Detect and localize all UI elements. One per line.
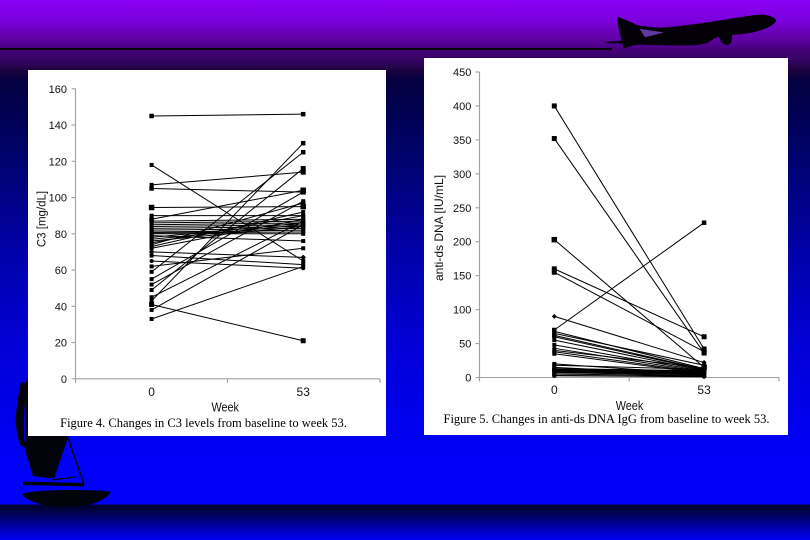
svg-text:400: 400 <box>453 101 471 113</box>
svg-text:140: 140 <box>49 120 67 132</box>
svg-text:160: 160 <box>49 83 67 95</box>
svg-text:150: 150 <box>453 271 471 283</box>
svg-text:100: 100 <box>453 305 471 317</box>
svg-text:anti-ds DNA [IU/mL]: anti-ds DNA [IU/mL] <box>432 175 446 281</box>
svg-text:Week: Week <box>211 399 239 414</box>
svg-text:450: 450 <box>453 67 471 79</box>
svg-text:40: 40 <box>55 301 67 313</box>
svg-text:Figure 4. Changes in C3 levels: Figure 4. Changes in C3 levels from base… <box>60 416 347 430</box>
svg-text:53: 53 <box>297 385 311 399</box>
svg-text:C3 [mg/dL]: C3 [mg/dL] <box>37 190 49 246</box>
svg-text:0: 0 <box>61 373 67 385</box>
svg-text:100: 100 <box>49 192 67 204</box>
svg-text:Week: Week <box>616 398 644 413</box>
svg-text:Figure 5. Changes in anti-ds D: Figure 5. Changes in anti-ds DNA IgG fro… <box>444 412 770 426</box>
svg-text:80: 80 <box>55 228 67 240</box>
svg-text:350: 350 <box>453 135 471 147</box>
svg-text:200: 200 <box>453 237 471 249</box>
svg-text:20: 20 <box>55 337 67 349</box>
svg-text:0: 0 <box>465 373 471 385</box>
svg-text:0: 0 <box>551 383 558 397</box>
svg-text:0: 0 <box>148 385 155 399</box>
svg-text:60: 60 <box>55 265 67 277</box>
svg-text:53: 53 <box>697 383 711 397</box>
svg-text:50: 50 <box>459 339 471 351</box>
svg-text:300: 300 <box>453 169 471 181</box>
svg-text:250: 250 <box>453 203 471 215</box>
svg-text:120: 120 <box>49 156 67 168</box>
